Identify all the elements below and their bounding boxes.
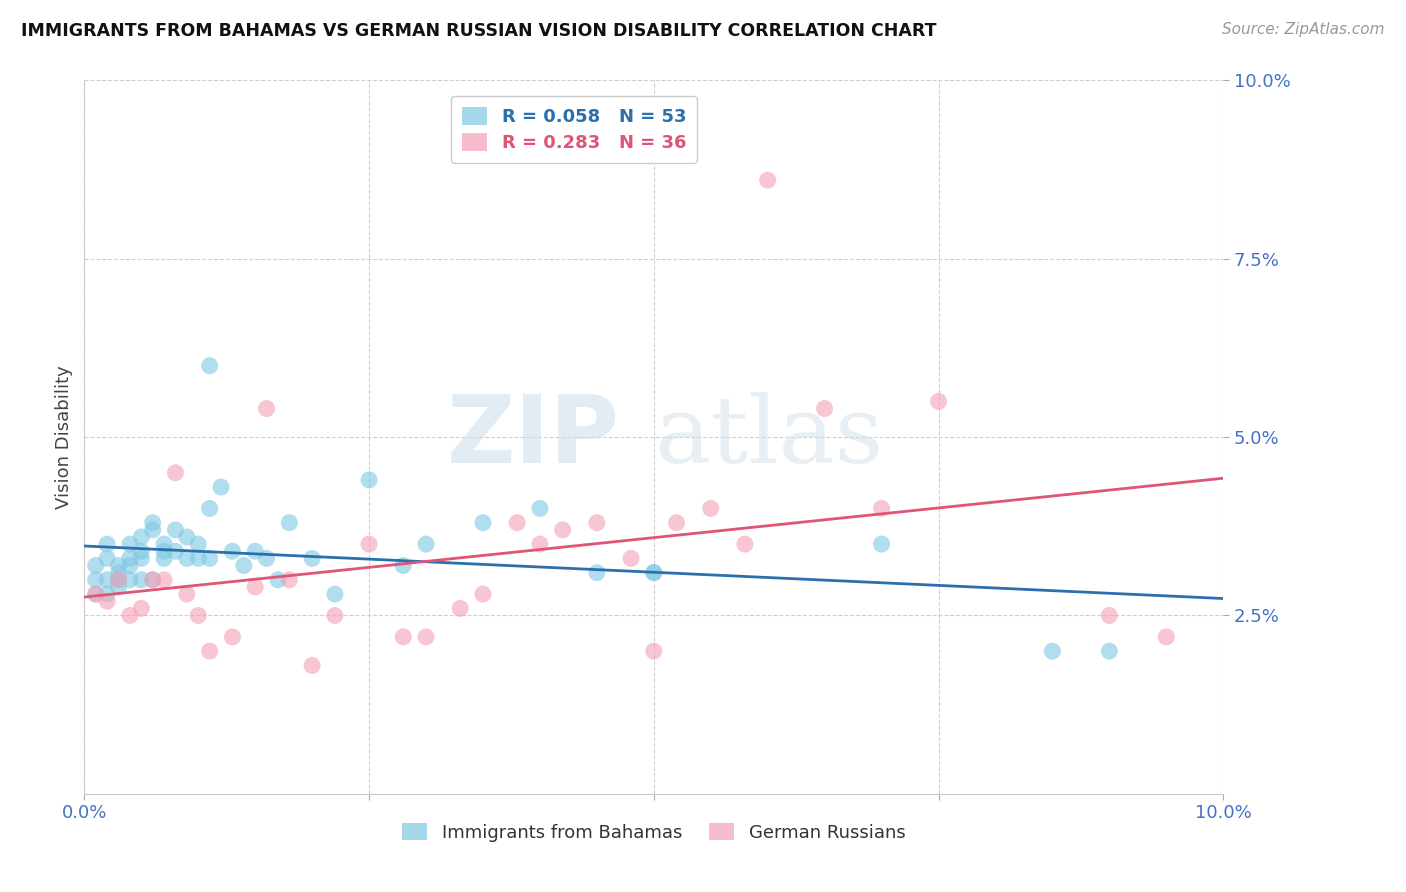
- Point: [756, 173, 779, 187]
- Point: [221, 630, 243, 644]
- Point: [142, 523, 165, 537]
- Point: [153, 537, 176, 551]
- Point: [700, 501, 723, 516]
- Point: [96, 573, 118, 587]
- Point: [529, 537, 551, 551]
- Text: Source: ZipAtlas.com: Source: ZipAtlas.com: [1222, 22, 1385, 37]
- Point: [256, 401, 278, 416]
- Point: [232, 558, 254, 573]
- Y-axis label: Vision Disability: Vision Disability: [55, 365, 73, 509]
- Point: [84, 573, 107, 587]
- Point: [472, 587, 495, 601]
- Point: [118, 558, 141, 573]
- Point: [131, 551, 153, 566]
- Point: [551, 523, 574, 537]
- Point: [449, 601, 471, 615]
- Point: [415, 537, 437, 551]
- Point: [734, 537, 756, 551]
- Point: [278, 516, 301, 530]
- Point: [153, 544, 176, 558]
- Point: [359, 473, 381, 487]
- Point: [131, 530, 153, 544]
- Point: [131, 544, 153, 558]
- Point: [107, 573, 129, 587]
- Point: [392, 630, 415, 644]
- Point: [107, 580, 129, 594]
- Point: [643, 566, 665, 580]
- Point: [165, 523, 187, 537]
- Point: [153, 573, 176, 587]
- Point: [165, 466, 187, 480]
- Point: [323, 587, 346, 601]
- Point: [107, 566, 129, 580]
- Point: [870, 537, 893, 551]
- Point: [84, 587, 107, 601]
- Point: [1042, 644, 1064, 658]
- Point: [131, 601, 153, 615]
- Point: [187, 537, 209, 551]
- Point: [506, 516, 529, 530]
- Point: [165, 544, 187, 558]
- Point: [472, 516, 495, 530]
- Point: [643, 644, 665, 658]
- Point: [118, 537, 141, 551]
- Point: [187, 608, 209, 623]
- Point: [323, 608, 346, 623]
- Point: [1098, 644, 1121, 658]
- Legend: Immigrants from Bahamas, German Russians: Immigrants from Bahamas, German Russians: [395, 816, 912, 849]
- Point: [118, 551, 141, 566]
- Point: [142, 573, 165, 587]
- Point: [187, 551, 209, 566]
- Point: [586, 516, 609, 530]
- Point: [198, 551, 221, 566]
- Point: [176, 551, 198, 566]
- Point: [814, 401, 837, 416]
- Point: [84, 587, 107, 601]
- Point: [359, 537, 381, 551]
- Point: [118, 608, 141, 623]
- Point: [267, 573, 290, 587]
- Point: [118, 573, 141, 587]
- Text: atlas: atlas: [654, 392, 883, 482]
- Point: [131, 573, 153, 587]
- Point: [198, 359, 221, 373]
- Point: [1098, 608, 1121, 623]
- Point: [301, 551, 323, 566]
- Point: [96, 551, 118, 566]
- Point: [96, 587, 118, 601]
- Point: [153, 551, 176, 566]
- Point: [256, 551, 278, 566]
- Point: [245, 580, 267, 594]
- Text: ZIP: ZIP: [447, 391, 620, 483]
- Point: [176, 530, 198, 544]
- Point: [107, 558, 129, 573]
- Point: [96, 537, 118, 551]
- Point: [142, 573, 165, 587]
- Point: [84, 558, 107, 573]
- Point: [142, 516, 165, 530]
- Point: [870, 501, 893, 516]
- Point: [586, 566, 609, 580]
- Point: [278, 573, 301, 587]
- Point: [620, 551, 643, 566]
- Point: [198, 501, 221, 516]
- Point: [665, 516, 688, 530]
- Point: [96, 594, 118, 608]
- Point: [301, 658, 323, 673]
- Point: [245, 544, 267, 558]
- Point: [928, 394, 950, 409]
- Point: [209, 480, 232, 494]
- Point: [107, 573, 129, 587]
- Point: [1156, 630, 1178, 644]
- Point: [415, 630, 437, 644]
- Point: [643, 566, 665, 580]
- Point: [198, 644, 221, 658]
- Point: [529, 501, 551, 516]
- Point: [392, 558, 415, 573]
- Point: [176, 587, 198, 601]
- Point: [221, 544, 243, 558]
- Text: IMMIGRANTS FROM BAHAMAS VS GERMAN RUSSIAN VISION DISABILITY CORRELATION CHART: IMMIGRANTS FROM BAHAMAS VS GERMAN RUSSIA…: [21, 22, 936, 40]
